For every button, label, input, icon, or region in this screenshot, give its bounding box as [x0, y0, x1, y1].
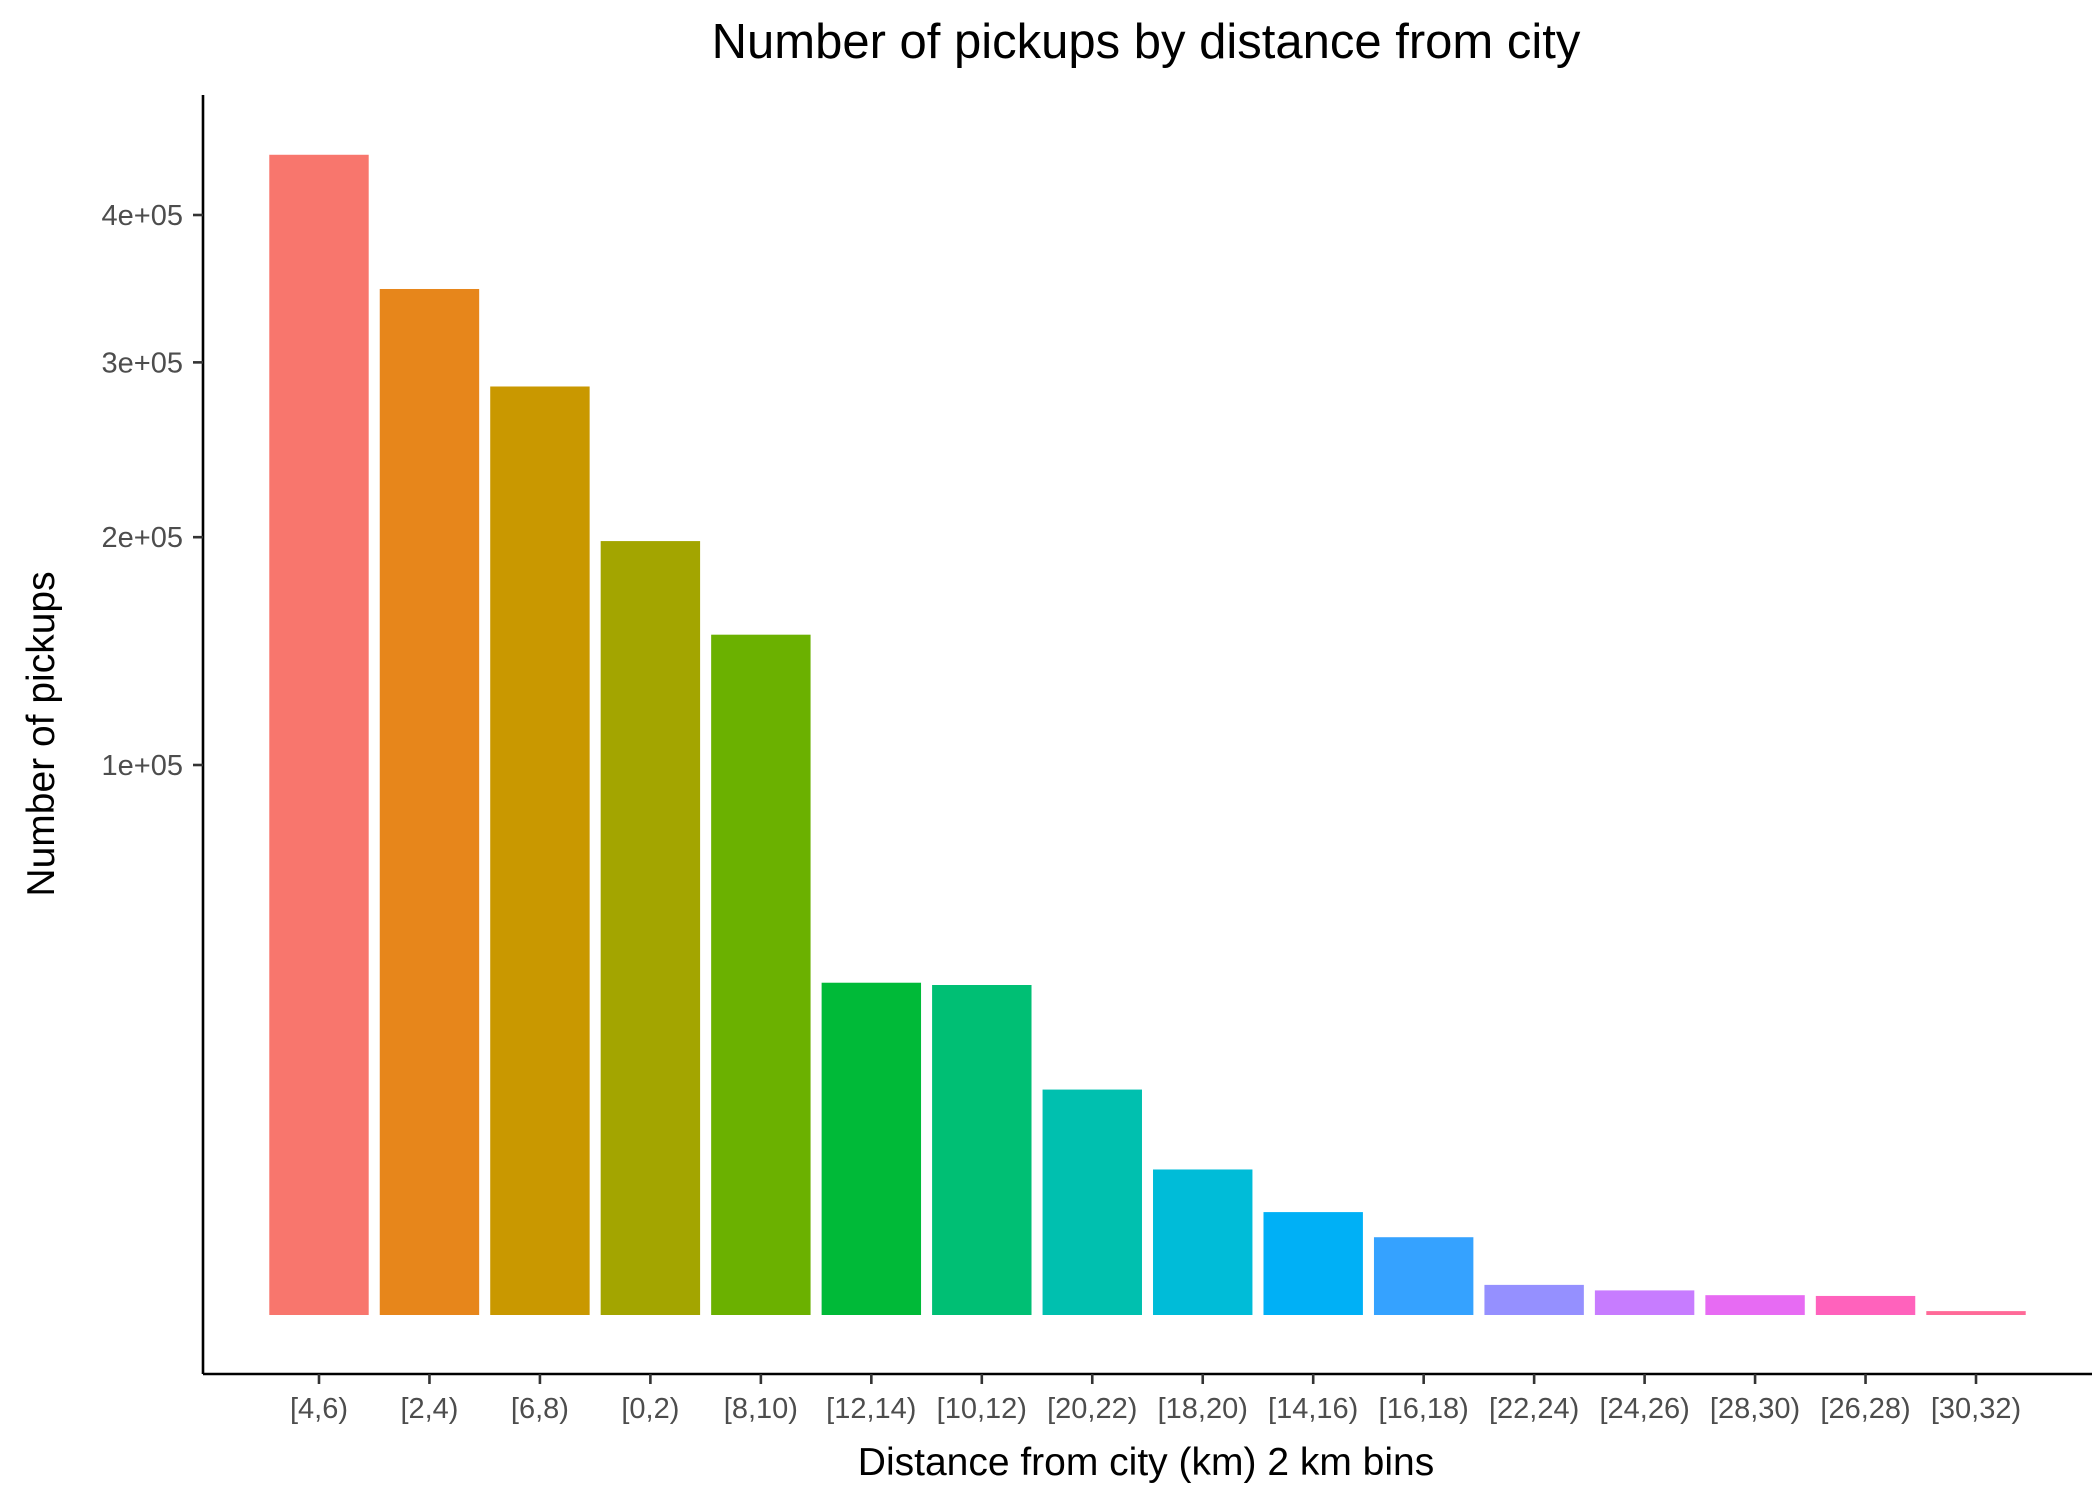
x-tick-label-11: [22,24)	[1489, 1393, 1579, 1425]
x-tick-label-5: [12,14)	[826, 1393, 916, 1425]
bar-10	[1373, 1237, 1474, 1315]
x-tick-label-2: [6,8)	[511, 1393, 569, 1425]
bar-15	[1926, 1311, 2026, 1315]
y-tick-label-1: 2e+05	[102, 522, 183, 554]
x-tick-label-10: [16,18)	[1379, 1393, 1469, 1425]
y-axis-ticks: 1e+05 2e+05 3e+05 4e+05	[102, 200, 203, 782]
x-tick-label-15: [30,32)	[1931, 1393, 2021, 1425]
x-tick-label-8: [18,20)	[1158, 1393, 1248, 1425]
x-axis-title: Distance from city (km) 2 km bins	[858, 1441, 1434, 1484]
bar-1	[379, 288, 480, 1315]
bar-0	[269, 154, 369, 1315]
bar-3	[600, 541, 701, 1315]
x-tick-label-1: [2,4)	[400, 1393, 458, 1425]
bar-6	[932, 985, 1032, 1315]
bar-12	[1594, 1290, 1695, 1315]
bar-14	[1815, 1295, 1916, 1315]
bar-11	[1484, 1284, 1584, 1315]
x-tick-label-4: [8,10)	[724, 1393, 798, 1425]
x-tick-label-9: [14,16)	[1268, 1393, 1358, 1425]
bar-8	[1153, 1169, 1253, 1315]
x-tick-label-7: [20,22)	[1047, 1393, 1137, 1425]
bar-9	[1263, 1212, 1363, 1315]
x-tick-label-14: [26,28)	[1820, 1393, 1910, 1425]
x-axis-ticks: [4,6) [2,4) [6,8) [0,2) [8,10) [12,14) [10,12)…	[290, 1374, 2021, 1425]
x-tick-label-0: [4,6)	[290, 1393, 348, 1425]
chart-title: Number of pickups by distance from city	[712, 15, 1581, 69]
x-tick-label-3: [0,2)	[621, 1393, 679, 1425]
bar-5	[821, 982, 922, 1315]
y-tick-label-0: 1e+05	[102, 750, 183, 782]
bar-2	[490, 386, 590, 1315]
y-tick-label-2: 3e+05	[102, 347, 183, 379]
x-tick-label-12: [24,26)	[1599, 1393, 1689, 1425]
x-tick-label-13: [28,30)	[1710, 1393, 1800, 1425]
x-tick-label-6: [10,12)	[937, 1393, 1027, 1425]
bar-4	[711, 634, 811, 1315]
bars-group	[269, 154, 2026, 1315]
bar-7	[1042, 1089, 1142, 1315]
y-axis-title: Number of pickups	[20, 571, 63, 896]
y-tick-label-3: 4e+05	[102, 200, 183, 232]
bar-13	[1705, 1295, 1805, 1315]
